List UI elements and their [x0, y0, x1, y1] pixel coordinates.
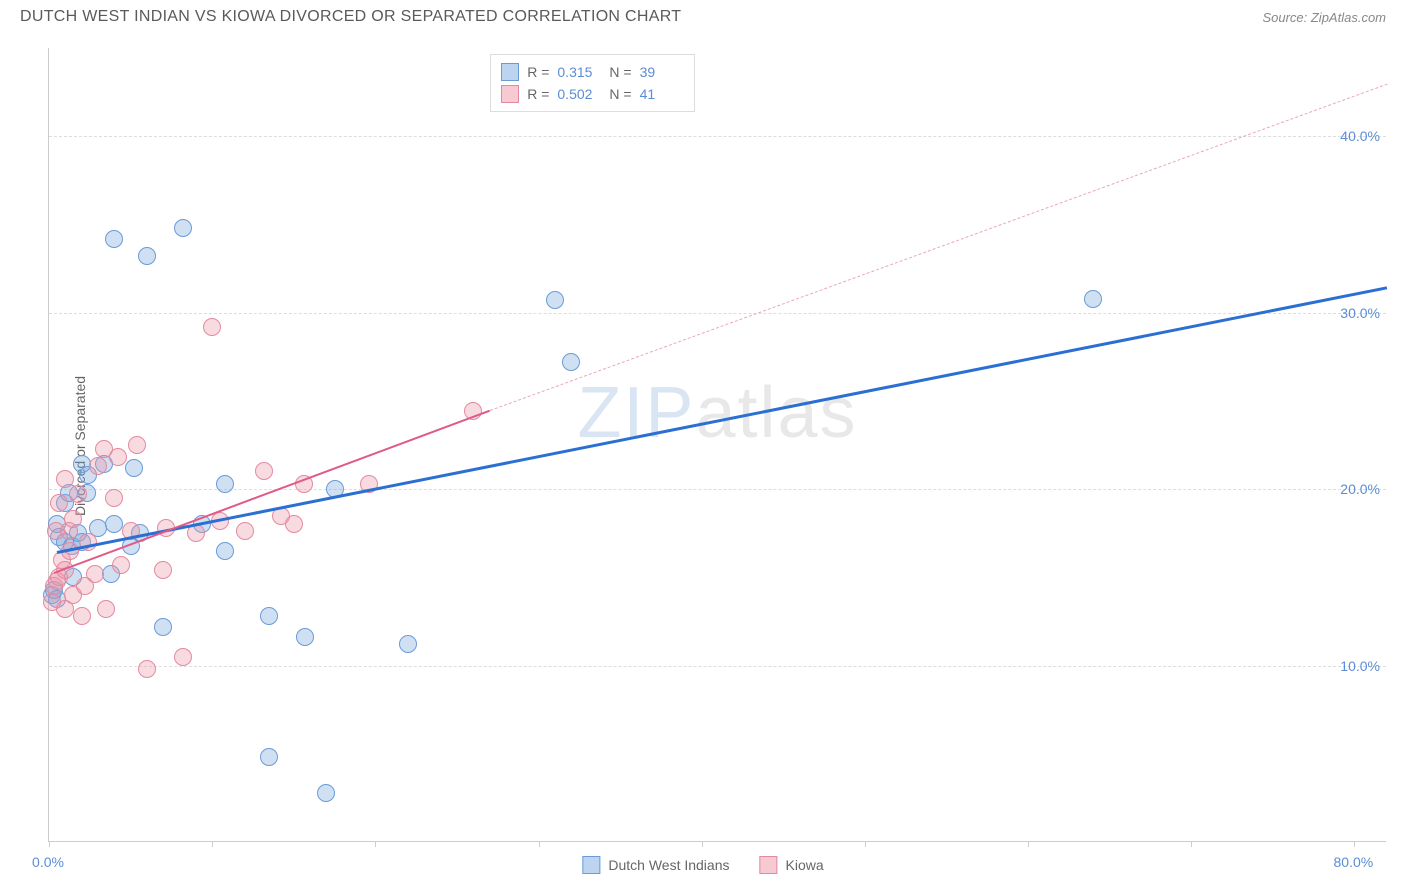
data-point-kiowa	[138, 660, 156, 678]
data-point-kiowa	[255, 462, 273, 480]
data-point-dutch_west_indians	[154, 618, 172, 636]
data-point-kiowa	[109, 448, 127, 466]
x-tick	[1354, 841, 1355, 847]
data-point-kiowa	[86, 565, 104, 583]
data-point-dutch_west_indians	[105, 230, 123, 248]
n-value: 39	[640, 61, 684, 83]
r-value: 0.502	[557, 83, 601, 105]
data-point-dutch_west_indians	[260, 607, 278, 625]
data-point-dutch_west_indians	[138, 247, 156, 265]
data-point-kiowa	[154, 561, 172, 579]
source-attribution: Source: ZipAtlas.com	[1262, 10, 1386, 25]
gridline	[49, 136, 1386, 137]
watermark-part2: atlas	[695, 373, 857, 453]
legend-swatch	[501, 63, 519, 81]
data-point-dutch_west_indians	[296, 628, 314, 646]
legend-item-dutch_west_indians: Dutch West Indians	[582, 856, 729, 874]
gridline	[49, 313, 1386, 314]
y-tick-label: 10.0%	[1340, 658, 1380, 674]
x-tick	[702, 841, 703, 847]
x-tick-label: 80.0%	[1334, 854, 1374, 870]
data-point-dutch_west_indians	[546, 291, 564, 309]
chart-title: DUTCH WEST INDIAN VS KIOWA DIVORCED OR S…	[20, 8, 681, 26]
x-tick	[539, 841, 540, 847]
legend-label: Dutch West Indians	[608, 857, 729, 873]
data-point-dutch_west_indians	[174, 219, 192, 237]
data-point-dutch_west_indians	[399, 635, 417, 653]
y-tick-label: 40.0%	[1340, 128, 1380, 144]
r-value: 0.315	[557, 61, 601, 83]
data-point-kiowa	[73, 607, 91, 625]
data-point-kiowa	[128, 436, 146, 454]
data-point-dutch_west_indians	[216, 542, 234, 560]
x-tick	[1191, 841, 1192, 847]
n-value: 41	[640, 83, 684, 105]
r-label: R =	[527, 83, 549, 105]
data-point-kiowa	[56, 470, 74, 488]
data-point-kiowa	[203, 318, 221, 336]
data-point-dutch_west_indians	[125, 459, 143, 477]
series-legend: Dutch West Indians Kiowa	[582, 856, 823, 874]
x-tick	[1028, 841, 1029, 847]
n-label: N =	[609, 61, 631, 83]
data-point-dutch_west_indians	[216, 475, 234, 493]
x-tick	[865, 841, 866, 847]
watermark-part1: ZIP	[577, 373, 695, 453]
data-point-kiowa	[97, 600, 115, 618]
correlation-legend: R = 0.315 N = 39 R = 0.502 N = 41	[490, 54, 694, 112]
y-tick-label: 20.0%	[1340, 481, 1380, 497]
y-tick-label: 30.0%	[1340, 305, 1380, 321]
legend-row-dutch_west_indians: R = 0.315 N = 39	[501, 61, 683, 83]
legend-row-kiowa: R = 0.502 N = 41	[501, 83, 683, 105]
legend-label: Kiowa	[786, 857, 824, 873]
legend-swatch	[582, 856, 600, 874]
data-point-kiowa	[69, 485, 87, 503]
scatter-chart: ZIPatlas R = 0.315 N = 39 R = 0.502 N = 41 10.0…	[48, 48, 1386, 842]
r-label: R =	[527, 61, 549, 83]
data-point-kiowa	[236, 522, 254, 540]
legend-swatch	[760, 856, 778, 874]
data-point-kiowa	[112, 556, 130, 574]
gridline	[49, 666, 1386, 667]
legend-item-kiowa: Kiowa	[760, 856, 824, 874]
x-tick	[212, 841, 213, 847]
data-point-dutch_west_indians	[317, 784, 335, 802]
data-point-kiowa	[64, 510, 82, 528]
data-point-kiowa	[105, 489, 123, 507]
data-point-dutch_west_indians	[260, 748, 278, 766]
data-point-dutch_west_indians	[562, 353, 580, 371]
n-label: N =	[609, 83, 631, 105]
data-point-kiowa	[285, 515, 303, 533]
legend-swatch	[501, 85, 519, 103]
trend-line-extrapolated	[489, 83, 1387, 410]
gridline	[49, 489, 1386, 490]
data-point-dutch_west_indians	[105, 515, 123, 533]
data-point-kiowa	[50, 494, 68, 512]
data-point-dutch_west_indians	[1084, 290, 1102, 308]
x-tick-label: 0.0%	[32, 854, 64, 870]
x-tick	[375, 841, 376, 847]
data-point-kiowa	[174, 648, 192, 666]
x-tick	[49, 841, 50, 847]
data-point-kiowa	[89, 457, 107, 475]
